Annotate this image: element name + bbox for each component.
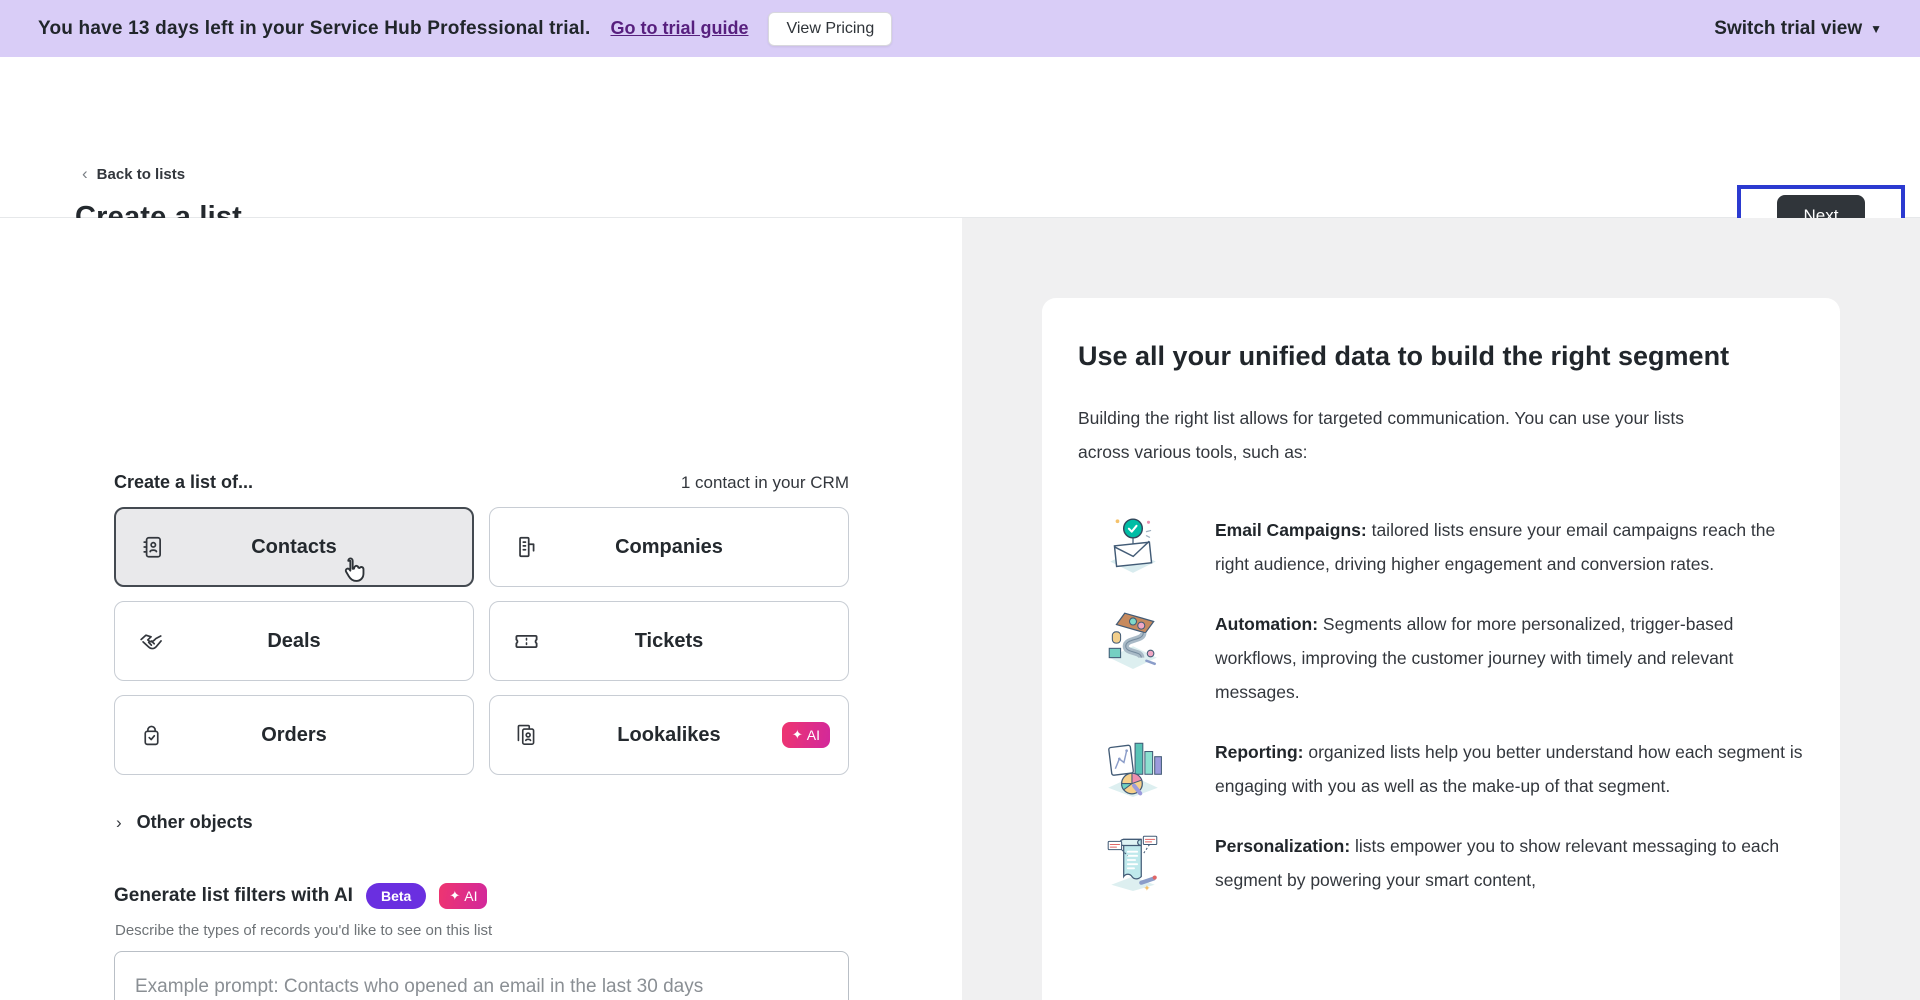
other-objects-label: Other objects xyxy=(136,812,253,832)
info-card: Use all your unified data to build the r… xyxy=(1042,298,1840,1000)
info-item-text: Reporting: organized lists help you bett… xyxy=(1215,742,1803,796)
object-button-deals[interactable]: Deals xyxy=(114,601,474,681)
object-button-label: Orders xyxy=(261,723,327,746)
other-objects-toggle[interactable]: › Other objects xyxy=(116,812,253,833)
switch-trial-view-label: Switch trial view xyxy=(1714,17,1863,39)
object-button-lookalikes[interactable]: Lookalikes ✦ AI xyxy=(489,695,849,775)
deals-icon xyxy=(137,627,165,655)
ai-badge: ✦ AI xyxy=(439,883,488,909)
trial-guide-link[interactable]: Go to trial guide xyxy=(610,18,749,38)
list-of-row: Create a list of... 1 contact in your CR… xyxy=(114,472,849,493)
personalization-illustration: ✦ xyxy=(1102,829,1164,891)
info-pane-background: Use all your unified data to build the r… xyxy=(962,218,1920,1000)
reporting-illustration xyxy=(1102,735,1164,797)
ai-filters-header: Generate list filters with AI Beta ✦ AI xyxy=(114,883,488,909)
object-type-grid: Contacts Companies xyxy=(114,507,849,775)
automation-illustration xyxy=(1102,607,1164,669)
ai-filters-description: Describe the types of records you'd like… xyxy=(115,922,493,939)
back-to-lists-label: Back to lists xyxy=(96,165,186,183)
ai-filters-title: Generate list filters with AI xyxy=(114,885,353,906)
lookalikes-ai-badge: ✦ AI xyxy=(781,722,830,748)
info-item-text: Email Campaigns: tailored lists ensure y… xyxy=(1215,520,1776,574)
orders-icon xyxy=(137,721,165,749)
object-button-contacts[interactable]: Contacts xyxy=(114,507,474,587)
switch-trial-view-dropdown[interactable]: Switch trial view ▼ xyxy=(1714,18,1882,40)
beta-badge: Beta xyxy=(365,883,427,909)
contacts-icon xyxy=(138,533,166,561)
object-button-label: Deals xyxy=(267,629,321,652)
lookalikes-icon xyxy=(512,721,540,749)
crm-contact-count: 1 contact in your CRM xyxy=(680,473,849,492)
object-button-label: Contacts xyxy=(251,535,337,558)
info-item-reporting: Reporting: organized lists help you bett… xyxy=(1078,735,1804,803)
view-pricing-button[interactable]: View Pricing xyxy=(768,11,893,46)
trial-banner: You have 13 days left in your Service Hu… xyxy=(0,0,1920,57)
info-card-intro: Building the right list allows for targe… xyxy=(1078,408,1685,462)
object-button-orders[interactable]: Orders xyxy=(114,695,474,775)
page-header: ‹ Back to lists Create a list Next xyxy=(0,57,1920,247)
create-list-of-title: Create a list of... xyxy=(114,472,254,492)
chevron-right-icon: › xyxy=(116,812,122,832)
svg-text:✦: ✦ xyxy=(1143,884,1150,891)
object-button-companies[interactable]: Companies xyxy=(489,507,849,587)
sparkle-icon: ✦ xyxy=(449,888,461,903)
sparkle-icon: ✦ xyxy=(791,727,803,742)
info-item-email-campaigns: Email Campaigns: tailored lists ensure y… xyxy=(1078,513,1804,581)
object-button-label: Tickets xyxy=(634,629,704,652)
back-to-lists-link[interactable]: ‹ Back to lists xyxy=(82,164,185,184)
info-item-personalization: ✦ Personalization: lists empower you to … xyxy=(1078,829,1804,897)
info-item-automation: Automation: Segments allow for more pers… xyxy=(1078,607,1804,709)
info-card-title: Use all your unified data to build the r… xyxy=(1078,341,1730,371)
object-button-label: Lookalikes xyxy=(617,723,721,746)
info-item-text: Personalization: lists empower you to sh… xyxy=(1215,836,1780,890)
companies-icon xyxy=(512,533,540,561)
ai-prompt-textarea[interactable] xyxy=(114,951,849,1000)
trial-message: You have 13 days left in your Service Hu… xyxy=(38,17,591,39)
object-button-label: Companies xyxy=(615,535,723,558)
chevron-left-icon: ‹ xyxy=(82,164,88,183)
list-builder-panel: Create a list of... 1 contact in your CR… xyxy=(0,218,962,1000)
chevron-down-icon: ▼ xyxy=(1870,21,1882,36)
email-campaigns-illustration xyxy=(1102,513,1164,575)
object-button-tickets[interactable]: Tickets xyxy=(489,601,849,681)
info-item-text: Automation: Segments allow for more pers… xyxy=(1215,614,1734,702)
tickets-icon xyxy=(512,627,540,655)
info-item-list: Email Campaigns: tailored lists ensure y… xyxy=(1078,513,1804,897)
